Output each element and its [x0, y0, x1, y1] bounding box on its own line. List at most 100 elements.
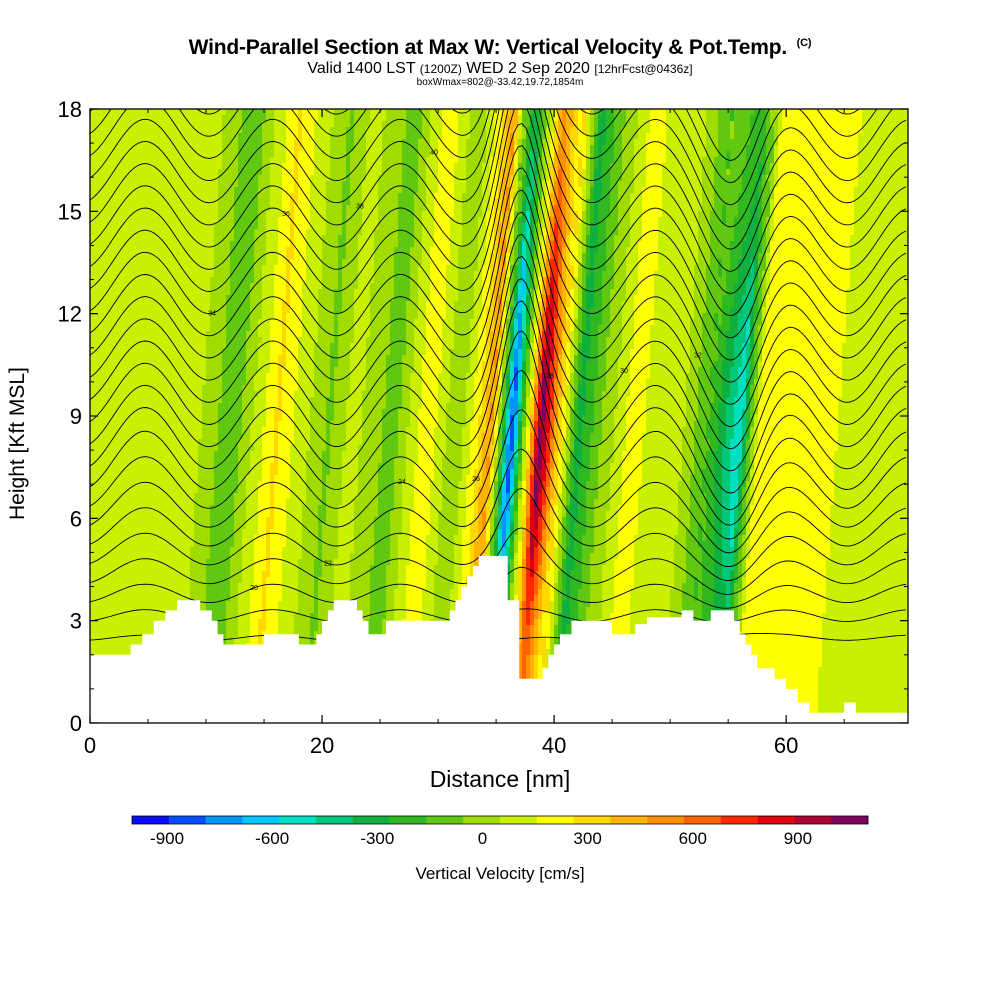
velocity-cell	[94, 289, 99, 296]
velocity-cell	[170, 163, 175, 170]
velocity-cell	[262, 217, 267, 224]
velocity-cell	[266, 619, 271, 626]
velocity-cell	[166, 529, 171, 536]
velocity-cell	[242, 133, 247, 140]
velocity-cell	[94, 337, 99, 344]
velocity-cell	[222, 589, 227, 596]
velocity-cell	[142, 169, 147, 176]
velocity-cell	[198, 403, 203, 410]
velocity-cell	[210, 565, 215, 572]
velocity-cell	[170, 463, 175, 470]
velocity-cell	[102, 361, 107, 368]
velocity-cell	[246, 235, 251, 242]
velocity-cell	[106, 115, 111, 122]
velocity-cell	[202, 565, 207, 572]
velocity-cell	[178, 193, 183, 200]
velocity-cell	[110, 211, 115, 218]
velocity-cell	[170, 457, 175, 464]
velocity-cell	[162, 361, 167, 368]
velocity-cell	[230, 637, 235, 644]
velocity-cell	[242, 427, 247, 434]
velocity-cell	[206, 301, 211, 308]
velocity-cell	[98, 355, 103, 362]
velocity-cell	[266, 535, 271, 542]
velocity-cell	[222, 337, 227, 344]
velocity-cell	[190, 277, 195, 284]
velocity-cell	[198, 487, 203, 494]
velocity-cell	[266, 187, 271, 194]
velocity-cell	[210, 127, 215, 134]
velocity-cell	[202, 235, 207, 242]
velocity-cell	[186, 127, 191, 134]
velocity-cell	[206, 451, 211, 458]
velocity-cell	[102, 205, 107, 212]
velocity-cell	[202, 397, 207, 404]
velocity-cell	[270, 553, 275, 560]
velocity-cell	[110, 493, 115, 500]
velocity-cell	[158, 505, 163, 512]
velocity-cell	[142, 481, 147, 488]
velocity-cell	[262, 241, 267, 248]
velocity-cell	[202, 325, 207, 332]
velocity-cell	[254, 637, 259, 644]
velocity-cell	[222, 613, 227, 620]
velocity-cell	[182, 151, 187, 158]
velocity-cell	[130, 349, 135, 356]
velocity-cell	[278, 439, 283, 446]
velocity-cell	[110, 523, 115, 530]
velocity-cell	[130, 493, 135, 500]
velocity-cell	[142, 451, 147, 458]
velocity-cell	[254, 463, 259, 470]
velocity-cell	[210, 397, 215, 404]
velocity-cell	[274, 571, 279, 578]
velocity-cell	[202, 307, 207, 314]
velocity-cell	[130, 403, 135, 410]
velocity-cell	[102, 331, 107, 338]
velocity-cell	[158, 127, 163, 134]
velocity-cell	[214, 229, 219, 236]
velocity-cell	[114, 601, 119, 608]
velocity-cell	[154, 361, 159, 368]
velocity-cell	[242, 313, 247, 320]
velocity-cell	[226, 205, 231, 212]
velocity-cell	[230, 235, 235, 242]
velocity-cell	[178, 481, 183, 488]
velocity-cell	[282, 169, 287, 176]
velocity-cell	[202, 427, 207, 434]
velocity-cell	[270, 469, 275, 476]
velocity-cell	[90, 139, 95, 146]
velocity-cell	[138, 343, 143, 350]
velocity-cell	[190, 349, 195, 356]
velocity-cell	[182, 163, 187, 170]
velocity-cell	[106, 133, 111, 140]
velocity-cell	[206, 121, 211, 128]
velocity-cell	[162, 439, 167, 446]
velocity-cell	[218, 607, 223, 614]
velocity-cell	[138, 439, 143, 446]
velocity-cell	[146, 367, 151, 374]
velocity-cell	[258, 547, 263, 554]
velocity-cell	[130, 619, 135, 626]
velocity-cell	[190, 229, 195, 236]
velocity-cell	[250, 583, 255, 590]
velocity-cell	[254, 589, 259, 596]
velocity-cell	[198, 295, 203, 302]
velocity-cell	[170, 607, 175, 614]
velocity-cell	[170, 145, 175, 152]
velocity-cell	[102, 163, 107, 170]
velocity-cell	[110, 367, 115, 374]
velocity-cell	[102, 589, 107, 596]
velocity-cell	[226, 325, 231, 332]
velocity-cell	[102, 229, 107, 236]
velocity-cell	[266, 391, 271, 398]
velocity-cell	[258, 109, 263, 116]
velocity-cell	[258, 211, 263, 218]
velocity-cell	[110, 583, 115, 590]
velocity-cell	[126, 187, 131, 194]
velocity-cell	[278, 547, 283, 554]
velocity-cell	[222, 217, 227, 224]
velocity-cell	[98, 565, 103, 572]
velocity-cell	[174, 157, 179, 164]
velocity-cell	[114, 463, 119, 470]
velocity-cell	[250, 163, 255, 170]
